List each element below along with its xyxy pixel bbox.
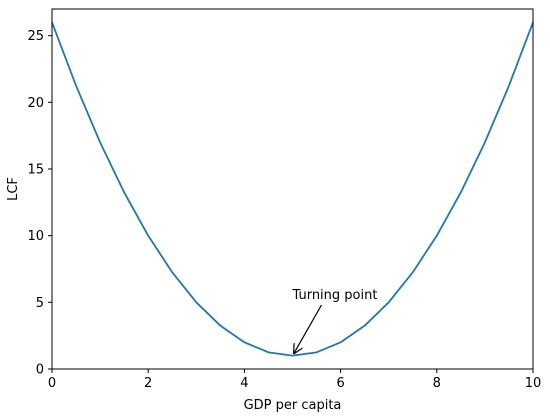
y-tick-label: 10 xyxy=(27,229,44,244)
x-axis-label: GDP per capita xyxy=(244,398,342,413)
x-tick-label: 8 xyxy=(433,376,441,391)
x-tick-label: 0 xyxy=(48,376,56,391)
plot-frame xyxy=(51,8,534,370)
y-axis-label: LCF xyxy=(6,177,21,201)
x-axis-ticks: 0 2 4 6 8 10 xyxy=(48,369,541,391)
annotation-text: Turning point xyxy=(292,288,378,303)
series-line-0 xyxy=(51,22,534,357)
x-tick-label: 6 xyxy=(336,376,344,391)
y-tick-label: 20 xyxy=(27,96,44,111)
x-tick-label: 4 xyxy=(240,376,248,391)
x-tick-label: 2 xyxy=(144,376,152,391)
annotations: Turning point xyxy=(292,288,378,353)
plot-layer xyxy=(51,22,534,357)
y-tick-label: 0 xyxy=(36,363,44,378)
annotation-arrow xyxy=(294,304,323,353)
y-tick-label: 5 xyxy=(36,296,44,311)
y-axis-ticks: 0 5 10 15 20 25 xyxy=(27,29,52,378)
y-tick-label: 25 xyxy=(27,29,44,44)
x-tick-label: 10 xyxy=(525,376,542,391)
y-tick-label: 15 xyxy=(27,163,44,178)
